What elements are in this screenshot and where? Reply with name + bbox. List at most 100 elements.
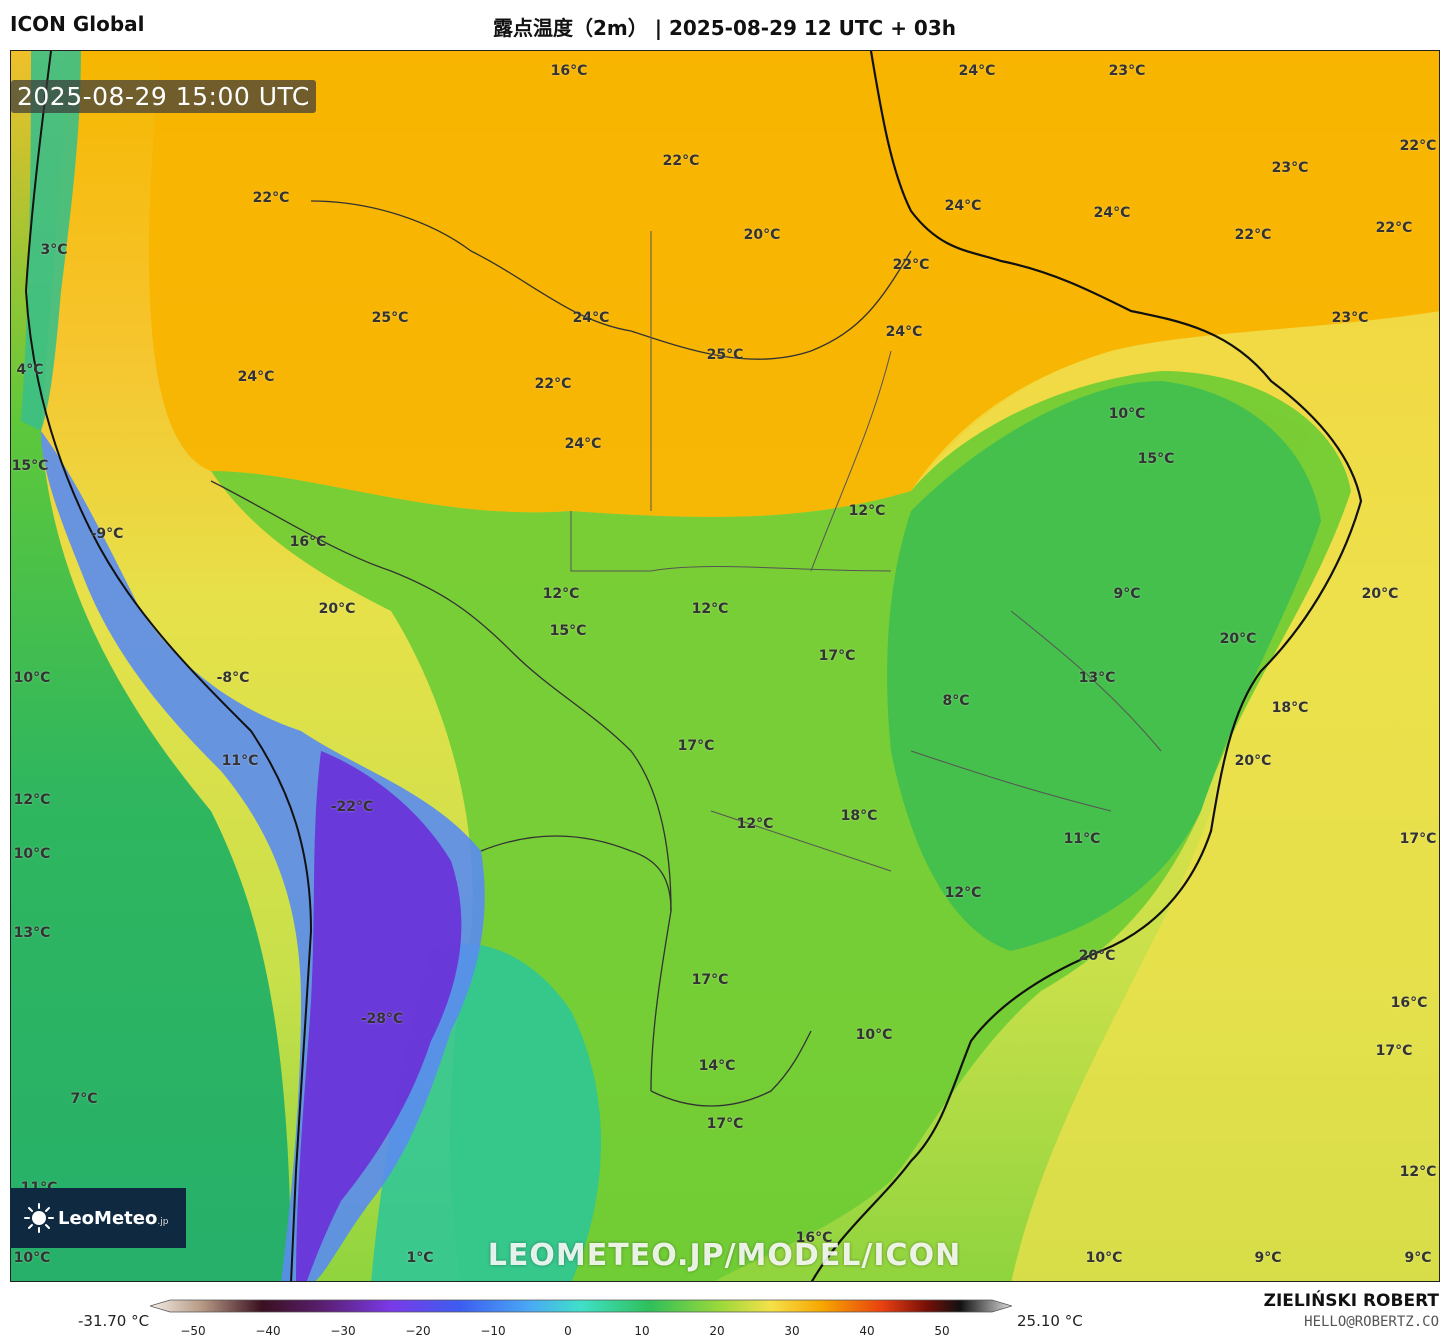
temp-label: 22°C xyxy=(1399,138,1437,154)
temp-label: 9°C xyxy=(1404,1250,1432,1266)
altiplano-purple-zone xyxy=(296,751,462,1281)
temp-label: 15°C xyxy=(11,458,49,474)
temp-label: -22°C xyxy=(330,799,374,815)
temp-label: 20°C xyxy=(1078,948,1116,964)
dewpoint-map[interactable]: 2025-08-29 15:00 UTC xyxy=(10,50,1440,1282)
colorbar-tick: 10 xyxy=(634,1324,650,1338)
colorbar-tick: −20 xyxy=(405,1324,431,1338)
temp-label: 24°C xyxy=(885,324,923,340)
temp-label: 15°C xyxy=(1137,451,1175,467)
temp-label: 20°C xyxy=(1234,753,1272,769)
logo-brand: LeoMeteo xyxy=(58,1207,158,1229)
temp-label: 23°C xyxy=(1331,310,1369,326)
temp-label: 12°C xyxy=(691,601,729,617)
north-andes-strip xyxy=(21,51,81,431)
temp-label: 12°C xyxy=(944,885,982,901)
border-uruguay xyxy=(650,1030,812,1107)
temp-label: 10°C xyxy=(855,1027,893,1043)
temp-label: 1°C xyxy=(406,1250,434,1266)
temp-label: 18°C xyxy=(1271,700,1309,716)
author-name: ZIELIŃSKI ROBERT xyxy=(1263,1291,1439,1311)
temp-label: -28°C xyxy=(360,1011,404,1027)
temp-label: 12°C xyxy=(848,503,886,519)
temp-label: 13°C xyxy=(1078,670,1116,686)
temp-label: 18°C xyxy=(840,808,878,824)
temp-label: 12°C xyxy=(736,816,774,832)
temp-label: 23°C xyxy=(1271,160,1309,176)
map-field xyxy=(11,51,1439,1281)
colorbar-tick: 20 xyxy=(709,1324,725,1338)
temp-label: 12°C xyxy=(13,792,51,808)
northeast-green-patch xyxy=(887,381,1321,951)
valid-time-badge: 2025-08-29 15:00 UTC xyxy=(11,80,316,113)
temp-label: 17°C xyxy=(818,648,856,664)
colorbar-tick: 0 xyxy=(564,1324,572,1338)
temp-label: 22°C xyxy=(252,190,290,206)
temp-label: 20°C xyxy=(743,227,781,243)
temp-label: 24°C xyxy=(958,63,996,79)
amazon-warm-zone xyxy=(149,51,1439,517)
model-name: ICON Global xyxy=(10,12,145,36)
temp-label: 10°C xyxy=(13,670,51,686)
temp-label: 23°C xyxy=(1108,63,1146,79)
author-email[interactable]: HELLO@ROBERTZ.CO xyxy=(1304,1314,1439,1330)
colorbar-tick: −10 xyxy=(480,1324,506,1338)
temp-label: 13°C xyxy=(13,925,51,941)
temp-label: 4°C xyxy=(16,362,44,378)
temp-label: 25°C xyxy=(371,310,409,326)
model-url-watermark: LEOMETEO.JP/MODEL/ICON xyxy=(487,1238,962,1273)
temp-label: 24°C xyxy=(237,369,275,385)
sun-icon xyxy=(24,1203,54,1233)
temp-label: 22°C xyxy=(534,376,572,392)
logo-suffix: .jp xyxy=(157,1216,169,1227)
temp-label: 22°C xyxy=(892,257,930,273)
pacific-field xyxy=(11,51,291,1281)
border-south xyxy=(480,835,672,912)
temp-label: 20°C xyxy=(1219,631,1257,647)
state-borders xyxy=(570,231,892,572)
temp-label: -9°C xyxy=(90,526,124,542)
colorbar-tick: −50 xyxy=(180,1324,206,1338)
temp-label: 24°C xyxy=(572,310,610,326)
colorbar-tick: −30 xyxy=(330,1324,356,1338)
temp-label: 10°C xyxy=(13,846,51,862)
temp-label: 25°C xyxy=(706,347,744,363)
colorbar-min: -31.70 °C xyxy=(78,1312,150,1330)
leometeo-logo[interactable]: LeoMeteo.jp xyxy=(10,1188,186,1248)
state-borders-2 xyxy=(710,610,1162,872)
temp-label: 11°C xyxy=(221,753,259,769)
border-bolivia-paraguay xyxy=(210,480,672,1092)
temp-label: 20°C xyxy=(1361,586,1399,602)
colorbar-tick: 30 xyxy=(784,1324,800,1338)
temp-label: 17°C xyxy=(1399,831,1437,847)
colorbar-tick: −40 xyxy=(255,1324,281,1338)
temp-label: -8°C xyxy=(216,670,250,686)
temp-label: 15°C xyxy=(549,623,587,639)
colorbar-max: 25.10 °C xyxy=(1017,1312,1083,1330)
temp-label: 3°C xyxy=(40,242,68,258)
pacific-coastline xyxy=(24,51,313,1281)
border-north xyxy=(310,200,912,360)
temp-label: 20°C xyxy=(318,601,356,617)
temp-label: 16°C xyxy=(550,63,588,79)
map-title: 露点温度（2m） | 2025-08-29 12 UTC + 03h xyxy=(493,16,956,40)
temp-label: 10°C xyxy=(13,1250,51,1266)
temp-label: 10°C xyxy=(1085,1250,1123,1266)
temp-label: 17°C xyxy=(1375,1043,1413,1059)
colorbar-tick: 50 xyxy=(934,1324,950,1338)
atlantic-coastline xyxy=(810,51,1363,1281)
temp-label: 22°C xyxy=(1375,220,1413,236)
temp-label: 17°C xyxy=(677,738,715,754)
temp-label: 12°C xyxy=(542,586,580,602)
temp-label: 9°C xyxy=(1113,586,1141,602)
temp-label: 7°C xyxy=(70,1091,98,1107)
temp-label: 9°C xyxy=(1254,1250,1282,1266)
temp-label: 24°C xyxy=(1093,205,1131,221)
temp-label: 12°C xyxy=(1399,1164,1437,1180)
temp-label: 11°C xyxy=(1063,831,1101,847)
temp-label: 24°C xyxy=(944,198,982,214)
temp-label: 8°C xyxy=(942,693,970,709)
temp-label: 17°C xyxy=(691,972,729,988)
colorbar xyxy=(150,1299,1012,1313)
temp-label: 24°C xyxy=(564,436,602,452)
